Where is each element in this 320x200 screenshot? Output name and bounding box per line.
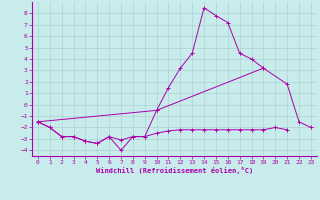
X-axis label: Windchill (Refroidissement éolien,°C): Windchill (Refroidissement éolien,°C) [96,167,253,174]
